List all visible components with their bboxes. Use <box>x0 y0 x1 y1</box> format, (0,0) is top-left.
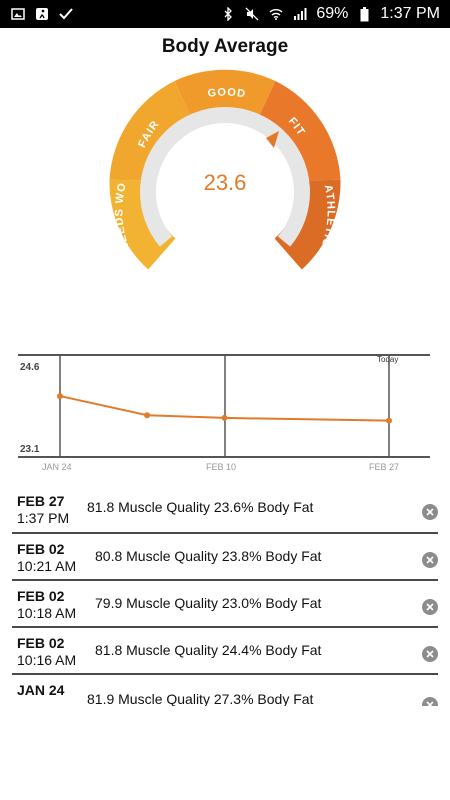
entry-date: FEB 02 <box>17 635 65 651</box>
gauge-value: 23.6 <box>203 170 247 195</box>
entry-summary: 80.8 Muscle Quality 23.8% Body Fat <box>95 548 322 564</box>
entry-date: FEB 02 <box>17 541 65 557</box>
x-tick-jan24: JAN 24 <box>42 462 72 472</box>
entry-summary: 81.9 Muscle Quality 27.3% Body Fat <box>87 691 314 706</box>
check-icon <box>58 6 74 22</box>
entry-list: FEB 27 1:37 PM 81.8 Muscle Quality 23.6%… <box>0 486 450 706</box>
entry-summary: 81.8 Muscle Quality 23.6% Body Fat <box>87 499 314 515</box>
gauge-label-good: GOOD <box>207 87 246 101</box>
status-right: 69% 1:37 PM <box>220 5 440 23</box>
gauge-segment-good <box>174 69 276 119</box>
data-point <box>144 412 151 419</box>
data-point <box>57 393 63 400</box>
close-icon <box>426 508 434 516</box>
entry-summary: 81.8 Muscle Quality 24.4% Body Fat <box>95 642 322 658</box>
list-item[interactable]: FEB 02 10:16 AM 81.8 Muscle Quality 24.4… <box>12 628 438 675</box>
list-item[interactable]: FEB 27 1:37 PM 81.8 Muscle Quality 23.6%… <box>12 486 438 534</box>
page-title: Body Average <box>161 36 289 57</box>
entry-date: FEB 02 <box>17 588 65 604</box>
close-icon <box>426 556 434 564</box>
body-average-gauge: NEEDS WORK FAIR GOOD FIT ATHLETIC <box>0 60 341 270</box>
signal-icon <box>292 6 308 22</box>
entry-time: 10:18 AM <box>17 605 77 621</box>
delete-entry-button[interactable] <box>422 599 438 615</box>
gauge-segment-athletic <box>274 179 341 270</box>
svg-text:GOOD: GOOD <box>207 87 247 101</box>
svg-text:NEEDS WORK: NEEDS WORK <box>0 60 133 253</box>
list-item[interactable]: FEB 02 10:21 AM 80.8 Muscle Quality 23.8… <box>12 534 438 581</box>
gauge-indicator <box>266 131 279 148</box>
chart-series <box>57 393 392 424</box>
entry-date: FEB 27 <box>17 493 65 509</box>
x-tick-feb27: FEB 27 <box>369 462 399 472</box>
delete-entry-button[interactable] <box>422 646 438 662</box>
series-line <box>59 395 390 422</box>
gauge-segment-needs-work <box>109 179 176 270</box>
chart-today-label: Today <box>377 355 398 364</box>
gauge-segment-fit <box>258 81 341 181</box>
gauge-label-needs-work: NEEDS WORK <box>0 60 132 253</box>
mute-icon <box>244 6 260 22</box>
entry-date: JAN 24 <box>17 682 65 698</box>
delete-entry-button[interactable] <box>422 552 438 568</box>
delete-entry-button[interactable] <box>422 697 438 706</box>
status-bar: 69% 1:37 PM <box>0 0 450 28</box>
clock: 1:37 PM <box>380 5 440 22</box>
battery-icon <box>356 6 372 22</box>
entry-summary: 79.9 Muscle Quality 23.0% Body Fat <box>95 595 322 611</box>
battery-percent: 69% <box>316 5 349 22</box>
entry-time: 10:16 AM <box>17 652 77 668</box>
delete-entry-button[interactable] <box>422 504 438 520</box>
data-point <box>221 414 228 421</box>
close-icon <box>426 603 434 611</box>
y-tick-bottom: 23.1 <box>20 444 40 455</box>
list-item[interactable]: FEB 02 10:18 AM 79.9 Muscle Quality 23.0… <box>12 581 438 628</box>
data-point <box>386 417 392 424</box>
status-left <box>10 6 74 22</box>
close-icon <box>426 701 434 706</box>
entry-time: 10:21 AM <box>17 558 77 574</box>
close-icon <box>426 650 434 658</box>
body-fat-trend-chart: Today 24.6 23.1 JAN 24 FEB 10 FEB 27 <box>18 354 430 472</box>
y-tick-top: 24.6 <box>20 362 40 373</box>
list-item[interactable]: JAN 24 81.9 Muscle Quality 27.3% Body Fa… <box>12 675 438 706</box>
gallery-icon <box>10 6 26 22</box>
running-app-icon <box>34 6 50 22</box>
entry-time: 1:37 PM <box>17 510 70 526</box>
wifi-icon <box>268 6 284 22</box>
gauge-segment-fair <box>109 81 192 181</box>
bluetooth-icon <box>220 6 236 22</box>
x-tick-feb10: FEB 10 <box>206 462 236 472</box>
